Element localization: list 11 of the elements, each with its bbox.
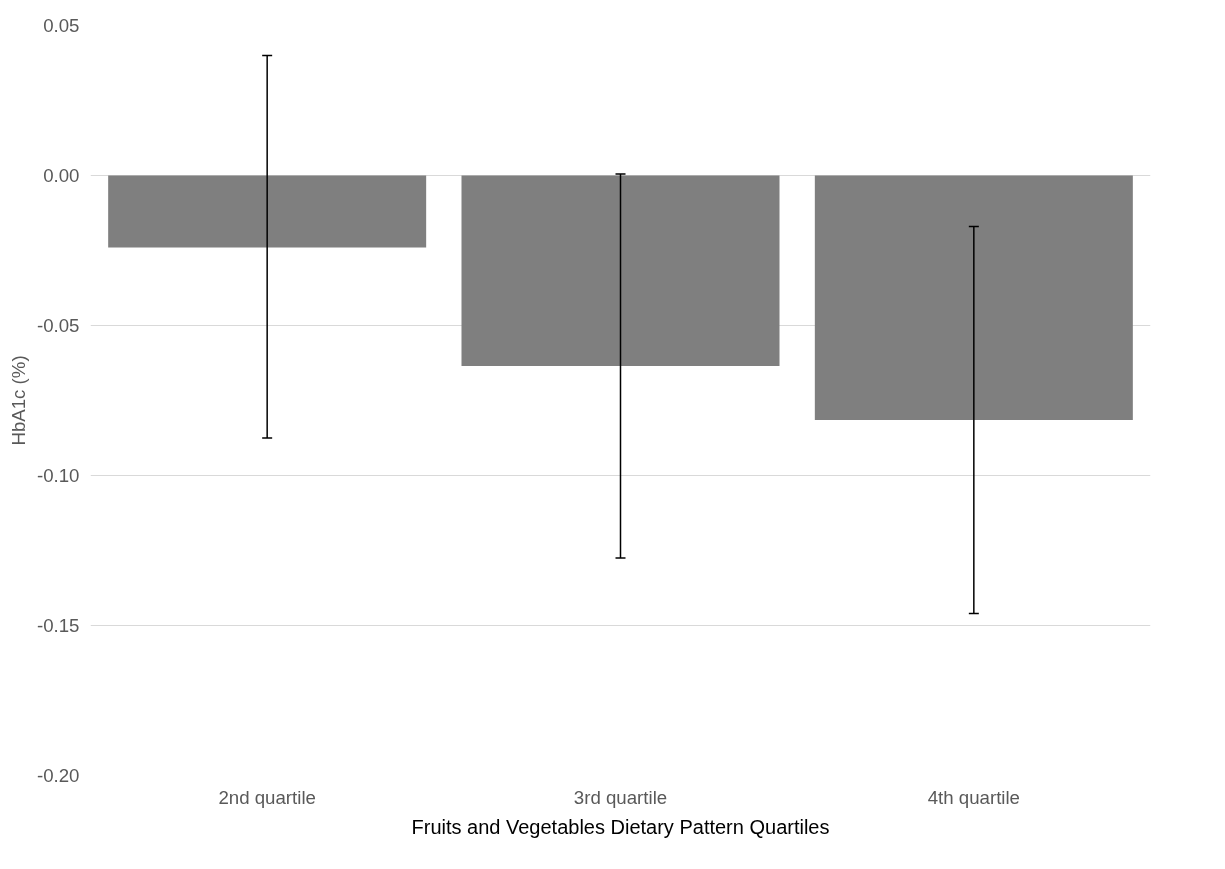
x-axis-title: Fruits and Vegetables Dietary Pattern Quartiles	[411, 815, 830, 838]
y-tick-label: -0.10	[36, 465, 80, 486]
y-tick-label: -0.20	[36, 765, 80, 786]
y-axis-title: HbA1c (%)	[7, 355, 29, 446]
y-tick-label: 0.00	[43, 165, 80, 186]
x-tick-label: 2nd quartile	[218, 786, 316, 808]
y-tick-label: -0.05	[36, 315, 80, 336]
y-tick-label: -0.15	[36, 615, 80, 636]
x-tick-label: 3rd quartile	[573, 786, 668, 808]
y-tick-label: 0.05	[43, 15, 80, 36]
x-tick-label: 4th quartile	[927, 786, 1020, 808]
